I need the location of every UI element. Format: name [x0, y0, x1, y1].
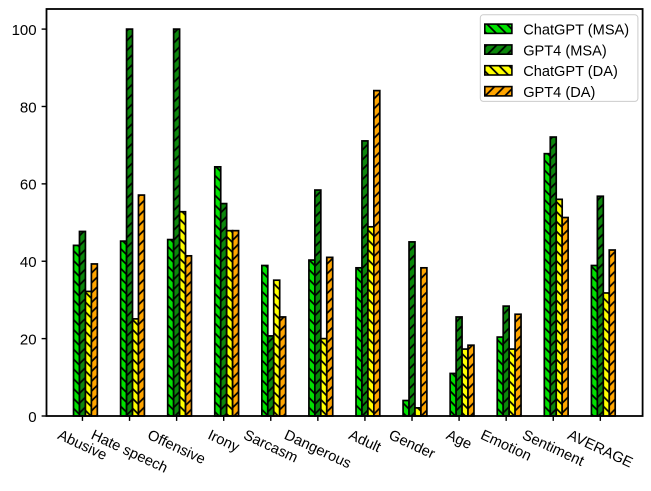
svg-text:ChatGPT (MSA): ChatGPT (MSA)	[523, 23, 629, 39]
svg-text:40: 40	[20, 254, 37, 271]
svg-text:20: 20	[20, 331, 37, 348]
svg-text:ChatGPT (DA): ChatGPT (DA)	[523, 64, 618, 80]
svg-text:60: 60	[20, 177, 37, 194]
svg-text:100: 100	[12, 22, 37, 39]
svg-text:GPT4 (DA): GPT4 (DA)	[523, 85, 595, 101]
svg-text:80: 80	[20, 99, 37, 116]
svg-text:GPT4 (MSA): GPT4 (MSA)	[523, 43, 607, 59]
svg-text:0: 0	[28, 409, 36, 426]
